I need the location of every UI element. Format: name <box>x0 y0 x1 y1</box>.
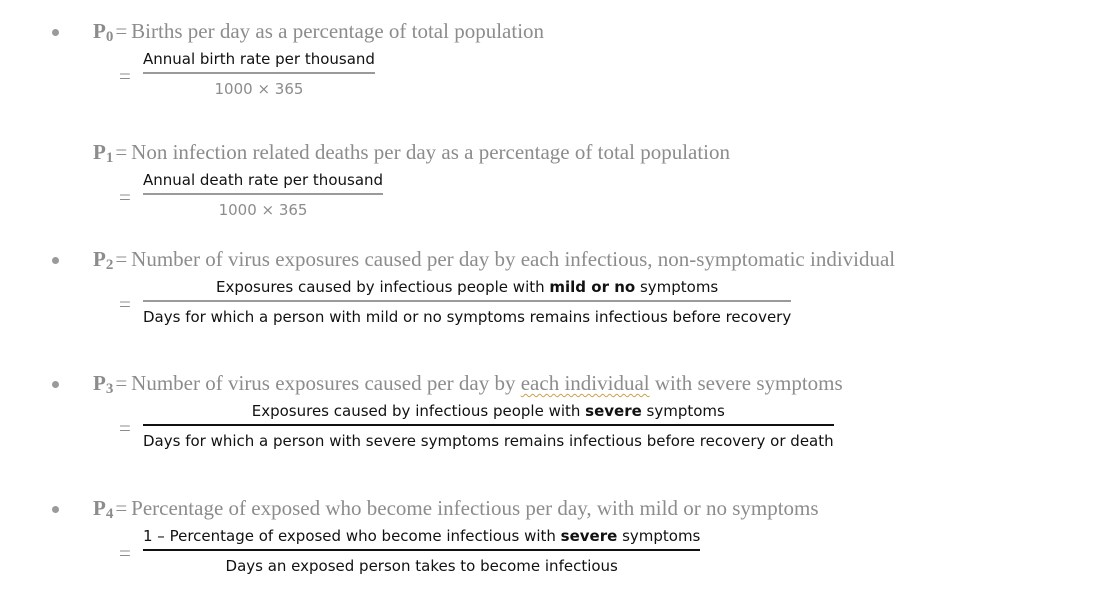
definition-p2: P2= Number of virus exposures caused per … <box>93 249 895 273</box>
definition-p1: P1= Non infection related deaths per day … <box>93 142 730 166</box>
bullet-p0 <box>52 29 59 36</box>
fraction-bar-p2 <box>143 300 792 302</box>
fraction-bar-p1 <box>143 193 384 195</box>
denominator-p4: Days an exposed person takes to become i… <box>225 557 618 575</box>
equals-sign: = <box>115 140 128 164</box>
numerator-p0: Annual birth rate per thousand <box>143 50 375 68</box>
numerator-p1: Annual death rate per thousand <box>143 171 384 189</box>
definition-p4: P4= Percentage of exposed who become infe… <box>93 498 819 522</box>
numerator-p4: 1 – Percentage of exposed who become inf… <box>143 527 701 545</box>
fraction-bar-p0 <box>143 72 375 74</box>
numerator-emphasis-p4: severe <box>560 527 618 545</box>
fraction-p4: 1 – Percentage of exposed who become inf… <box>143 527 701 575</box>
fraction-p1: Annual death rate per thousand 1000 × 36… <box>143 171 384 219</box>
bullet-p4 <box>52 506 59 513</box>
equals-sign: = <box>115 19 128 43</box>
equals-sign-formula-p3: = <box>119 416 131 440</box>
definition-text-p0: Births per day as a percentage of total … <box>131 19 545 43</box>
definition-text-p4: Percentage of exposed who become infecti… <box>131 496 819 520</box>
equals-sign: = <box>115 247 128 271</box>
param-symbol-p0: P0 <box>93 19 114 45</box>
definition-text-p1: Non infection related deaths per day as … <box>131 140 731 164</box>
fraction-p2: Exposures caused by infectious people wi… <box>143 278 792 326</box>
denominator-p3: Days for which a person with severe symp… <box>143 432 834 450</box>
definition-p0: P0= Births per day as a percentage of tot… <box>93 21 544 45</box>
param-symbol-p2: P2 <box>93 247 114 273</box>
equals-sign-formula-p2: = <box>119 292 131 316</box>
param-symbol-p3: P3 <box>93 371 114 397</box>
denominator-p1: 1000 × 365 <box>218 201 308 219</box>
definition-text-p2: Number of virus exposures caused per day… <box>131 247 896 271</box>
denominator-p2: Days for which a person with mild or no … <box>143 308 792 326</box>
fraction-bar-p3 <box>143 424 834 426</box>
equals-sign-formula-p4: = <box>119 541 131 565</box>
numerator-p2: Exposures caused by infectious people wi… <box>215 278 719 296</box>
denominator-p0: 1000 × 365 <box>214 80 304 98</box>
grammar-flagged-text[interactable]: each individual <box>520 371 650 395</box>
param-symbol-p4: P4 <box>93 496 114 522</box>
equals-sign: = <box>115 496 128 520</box>
fraction-p0: Annual birth rate per thousand 1000 × 36… <box>143 52 375 97</box>
fraction-p3: Exposures caused by infectious people wi… <box>143 404 834 449</box>
bullet-p3 <box>52 381 59 388</box>
equals-sign-formula-p0: = <box>119 64 131 88</box>
numerator-emphasis-p2: mild or no <box>549 278 636 296</box>
fraction-bar-p4 <box>143 549 701 551</box>
bullet-p2 <box>52 257 59 264</box>
equals-sign-formula-p1: = <box>119 185 131 209</box>
numerator-emphasis-p3: severe <box>585 402 642 420</box>
definition-p3: P3= Number of virus exposures caused per … <box>93 371 843 397</box>
equals-sign: = <box>115 371 128 395</box>
numerator-p3: Exposures caused by infectious people wi… <box>251 402 725 420</box>
param-symbol-p1: P1 <box>93 140 114 166</box>
